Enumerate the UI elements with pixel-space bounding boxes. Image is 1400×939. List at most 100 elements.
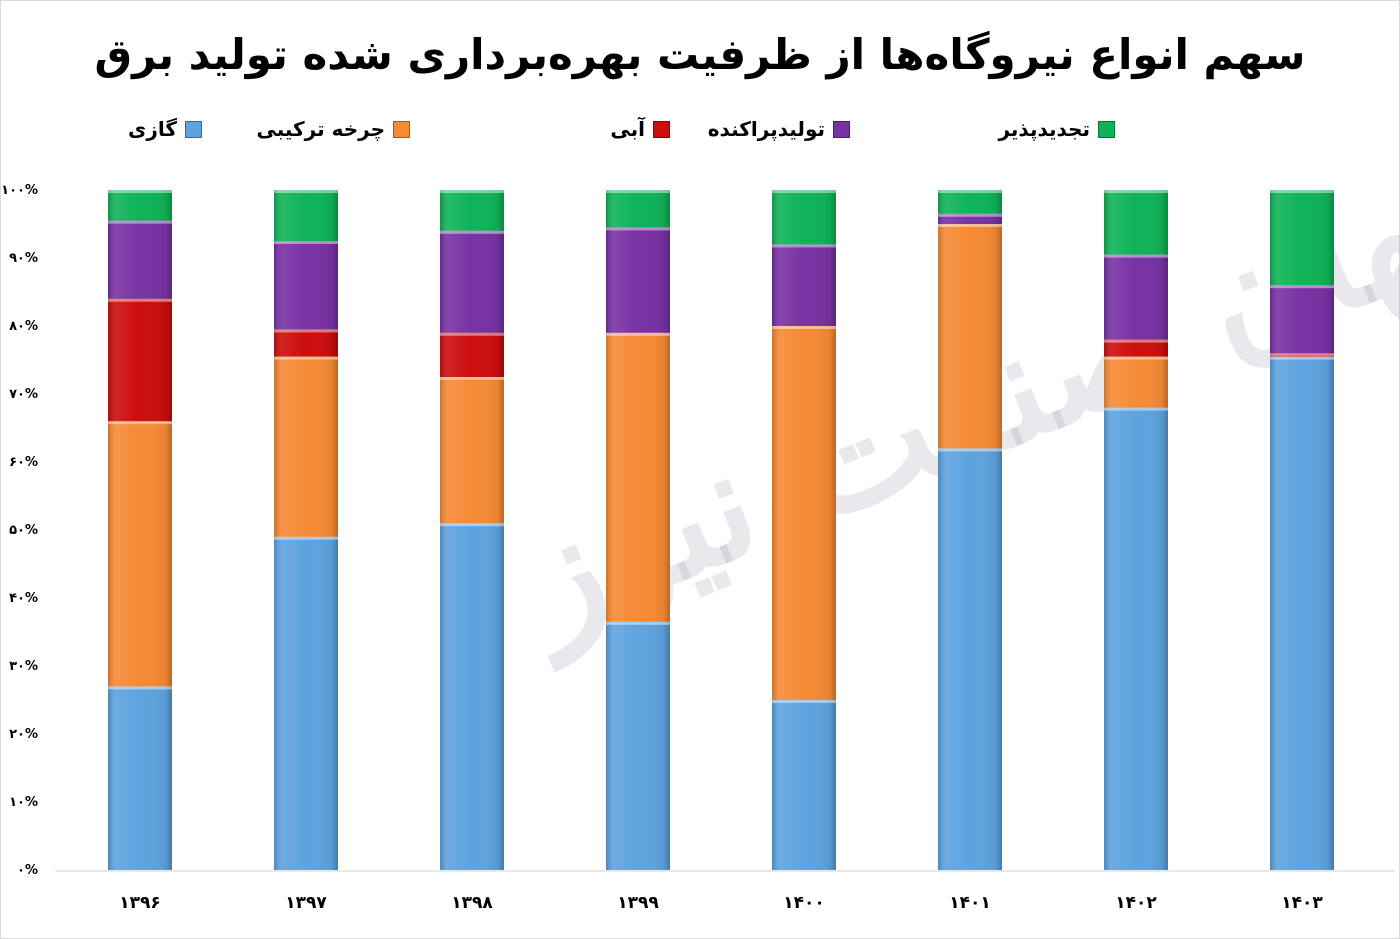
- bar-segment-shade: [1270, 353, 1334, 357]
- bar-stack: [606, 190, 670, 870]
- bar-segment-edge: [938, 448, 1002, 452]
- bar-stack: [772, 190, 836, 870]
- bar-segment-shade: [1270, 285, 1334, 354]
- bar-segment-shade: [108, 298, 172, 422]
- y-tick-label: ۱۰۰%: [1, 183, 38, 198]
- bar-segment-edge: [1104, 254, 1168, 258]
- bar-segment-shade: [274, 241, 338, 330]
- legend-swatch: [185, 120, 202, 138]
- bar-segment-edge: [606, 621, 670, 625]
- bar-segment-edge: [440, 332, 504, 336]
- bar-segment-edge: [772, 190, 836, 193]
- x-tick-label: ۱۴۰۱: [949, 893, 991, 913]
- bar-segment-edge: [274, 356, 338, 360]
- legend-label: آبی: [610, 117, 645, 141]
- bar-segment-shade: [938, 213, 1002, 224]
- bar-stack: [440, 190, 504, 870]
- y-tick-label: ۷۰%: [9, 387, 38, 402]
- bar-segment-shade: [606, 190, 670, 228]
- bar-segment-shade: [1104, 356, 1168, 408]
- bar-segment-edge: [606, 332, 670, 336]
- legend-item: چرخه ترکیبی: [256, 112, 410, 146]
- bar-segment-shade: [1104, 190, 1168, 255]
- bar-stack: [938, 190, 1002, 870]
- y-axis: ۰% ۱۰% ۲۰% ۳۰% ۴۰% ۵۰% ۶۰% ۷۰% ۸۰% ۹۰% ۱۰۰%: [1, 183, 38, 878]
- bar-segment-shade: [772, 326, 836, 700]
- bar-segment-edge: [772, 700, 836, 703]
- bar-segment-shade: [440, 230, 504, 333]
- bar-stack: [108, 190, 172, 870]
- bar-segment-shade: [1104, 254, 1168, 340]
- legend-item: تجدیدپذیر: [998, 112, 1115, 146]
- bar-segment-shade: [772, 700, 836, 870]
- y-tick-label: ۳۰%: [9, 659, 38, 674]
- bar-segment-edge: [1270, 285, 1334, 289]
- y-tick-label: ۲۰%: [9, 727, 38, 742]
- bar-segment-edge: [108, 220, 172, 224]
- bar-segment-edge: [1270, 190, 1334, 193]
- x-tick-label: ۱۴۰۳: [1281, 893, 1323, 913]
- x-tick-label: ۱۳۹۸: [451, 893, 493, 913]
- bar-segment-shade: [1270, 190, 1334, 286]
- bar-segment-edge: [108, 421, 172, 425]
- chart-title: سهم انواع نیروگاه‌ها از ظرفیت بهره‌بردار…: [94, 30, 1306, 79]
- bar-segment-shade: [606, 621, 670, 870]
- bar-segment-edge: [274, 536, 338, 540]
- bar-segment-edge: [772, 244, 836, 248]
- bar-segment-edge: [606, 190, 670, 193]
- x-axis: ۱۳۹۶ ۱۳۹۷ ۱۳۹۸ ۱۳۹۹ ۱۴۰۰ ۱۴۰۱ ۱۴۰۲ ۱۴۰۳: [119, 893, 1323, 913]
- bar-segment-shade: [274, 190, 338, 241]
- legend: گازی چرخه ترکیبی آبی تولیدپراکنده تجدیدپذیر: [0, 112, 1400, 146]
- bar-segment-shade: [606, 227, 670, 333]
- y-tick-label: ۴۰%: [9, 591, 38, 606]
- bar-segment-edge: [440, 230, 504, 234]
- legend-swatch: [1098, 120, 1115, 138]
- bar-segment-shade: [938, 224, 1002, 449]
- bar-segment-edge: [1104, 407, 1168, 411]
- bar-segment-shade: [108, 421, 172, 687]
- legend-label: تولیدپراکنده: [707, 117, 825, 141]
- bar-stack: [274, 190, 338, 870]
- bar-segment-shade: [1270, 356, 1334, 871]
- bar-segment-shade: [938, 448, 1002, 870]
- bar-segment-edge: [274, 329, 338, 333]
- bar-segment-shade: [274, 356, 338, 537]
- bar-segment-edge: [1104, 339, 1168, 343]
- bar-segment-edge: [440, 377, 504, 380]
- bar-segment-shade: [440, 190, 504, 231]
- bar-segment-edge: [1270, 356, 1334, 360]
- bar-segment-shade: [274, 329, 338, 357]
- bar-segment-shade: [772, 190, 836, 245]
- y-tick-label: ۶۰%: [9, 455, 38, 470]
- legend-label: گازی: [128, 117, 177, 141]
- bar-segment-shade: [440, 377, 504, 524]
- bar-segment-edge: [938, 224, 1002, 227]
- x-tick-label: ۱۳۹۹: [617, 893, 659, 913]
- bar-segment-shade: [1104, 407, 1168, 870]
- bar-segment-edge: [108, 190, 172, 193]
- x-tick-label: ۱۳۹۷: [285, 893, 327, 913]
- y-tick-label: ۰%: [17, 863, 38, 878]
- legend-item: گازی: [128, 112, 202, 146]
- y-tick-label: ۹۰%: [9, 251, 38, 266]
- legend-item: آبی: [610, 112, 670, 146]
- legend-label: تجدیدپذیر: [998, 117, 1090, 141]
- legend-item: تولیدپراکنده: [708, 112, 850, 146]
- bar-segment-edge: [1270, 353, 1334, 357]
- bar-segment-shade: [1104, 339, 1168, 357]
- bar-stack: [1270, 190, 1334, 871]
- bar-stack: [1104, 190, 1168, 870]
- bar-segment-edge: [938, 213, 1002, 217]
- bar-segment-shade: [938, 190, 1002, 214]
- bar-segment-shade: [108, 220, 172, 299]
- bar-segment-shade: [440, 332, 504, 377]
- bar-segment-edge: [606, 227, 670, 231]
- y-tick-label: ۵۰%: [9, 523, 38, 538]
- bar-segment-shade: [772, 244, 836, 326]
- bar-segment-edge: [1104, 356, 1168, 360]
- bar-segment-shade: [108, 190, 172, 221]
- bar-segment-edge: [274, 241, 338, 244]
- bar-segment-edge: [440, 190, 504, 193]
- bar-segment-edge: [1104, 190, 1168, 193]
